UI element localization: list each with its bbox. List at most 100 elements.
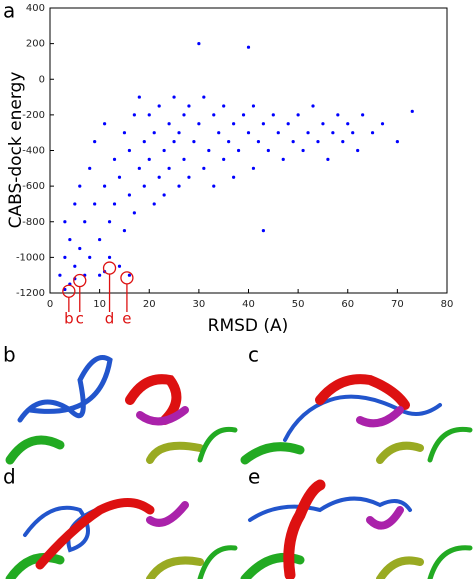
point: [182, 157, 186, 162]
point: [261, 229, 265, 233]
point: [207, 148, 211, 153]
x-tick-label: 70: [391, 299, 404, 310]
point: [311, 104, 315, 108]
panel-e: [240, 479, 473, 583]
point: [281, 157, 285, 162]
x-tick-label: 20: [143, 299, 156, 310]
point: [88, 255, 92, 259]
point: [162, 193, 166, 197]
y-tick-label: -400: [22, 146, 45, 157]
point: [236, 148, 241, 153]
x-tick-label: 60: [341, 299, 354, 310]
point: [73, 264, 77, 268]
point: [142, 139, 146, 144]
annotation-label: c: [76, 310, 84, 328]
x-tick-label: 80: [441, 299, 454, 310]
point: [301, 148, 305, 153]
point: [58, 273, 62, 277]
point: [122, 229, 127, 233]
point: [63, 255, 67, 259]
x-tick-label: 50: [292, 299, 305, 310]
point: [157, 175, 161, 179]
point: [361, 113, 365, 117]
point: [192, 139, 196, 144]
point: [212, 184, 216, 188]
point: [73, 202, 77, 206]
point: [127, 148, 131, 153]
point: [88, 166, 92, 170]
y-tick-label: -1200: [16, 288, 45, 299]
point: [142, 184, 146, 188]
point: [296, 113, 300, 117]
annotation-circle: [102, 261, 117, 275]
point: [112, 202, 117, 206]
annotation-label: e: [122, 310, 131, 328]
point: [93, 139, 97, 144]
point: [68, 237, 72, 242]
point: [202, 166, 206, 170]
point: [147, 113, 151, 117]
point: [78, 184, 82, 188]
point: [187, 104, 191, 108]
point: [380, 122, 385, 126]
x-tick-label: 40: [242, 299, 255, 310]
point: [202, 95, 206, 99]
point: [271, 113, 275, 117]
point: [197, 42, 201, 46]
x-axis-label: RMSD (A): [208, 316, 289, 336]
point: [117, 264, 122, 268]
point: [321, 122, 325, 126]
y-tick-label: -1000: [16, 252, 45, 263]
point: [222, 104, 226, 108]
x-tick-label: 30: [193, 299, 206, 310]
point: [351, 131, 355, 135]
point: [346, 122, 350, 126]
point: [152, 131, 156, 135]
annotation-circle: [62, 284, 76, 298]
point: [356, 148, 360, 153]
point: [341, 139, 345, 144]
point: [227, 139, 231, 144]
point: [316, 139, 320, 144]
y-tick-label: 400: [26, 3, 45, 14]
y-tick-label: -800: [22, 217, 45, 228]
point: [177, 184, 181, 188]
point: [336, 113, 340, 117]
point: [102, 184, 107, 188]
point: [326, 157, 330, 162]
panel-c: [240, 374, 473, 465]
point: [212, 113, 216, 117]
point: [306, 131, 310, 135]
point: [132, 113, 136, 117]
point: [127, 193, 131, 197]
point: [241, 113, 246, 117]
panel-label: b: [3, 343, 16, 367]
point: [261, 122, 265, 126]
point: [172, 95, 176, 99]
point: [157, 104, 161, 108]
point: [167, 166, 171, 170]
point: [331, 131, 335, 135]
point: [177, 131, 181, 135]
annotation-label: b: [64, 310, 74, 328]
panel-b: [5, 355, 238, 465]
panel-label: c: [248, 343, 259, 367]
point: [232, 175, 236, 179]
point: [370, 131, 375, 135]
point: [127, 273, 131, 277]
annotation-label: d: [105, 310, 115, 328]
point: [266, 148, 270, 153]
point: [107, 220, 112, 224]
point: [286, 122, 290, 126]
point: [251, 166, 256, 170]
point: [395, 139, 399, 144]
point: [410, 109, 414, 113]
point: [107, 255, 112, 259]
point: [276, 131, 280, 135]
point: [122, 131, 127, 135]
x-tick-label: 10: [93, 299, 106, 310]
point: [246, 131, 251, 135]
x-tick-label: 0: [47, 299, 53, 310]
point: [63, 220, 67, 224]
